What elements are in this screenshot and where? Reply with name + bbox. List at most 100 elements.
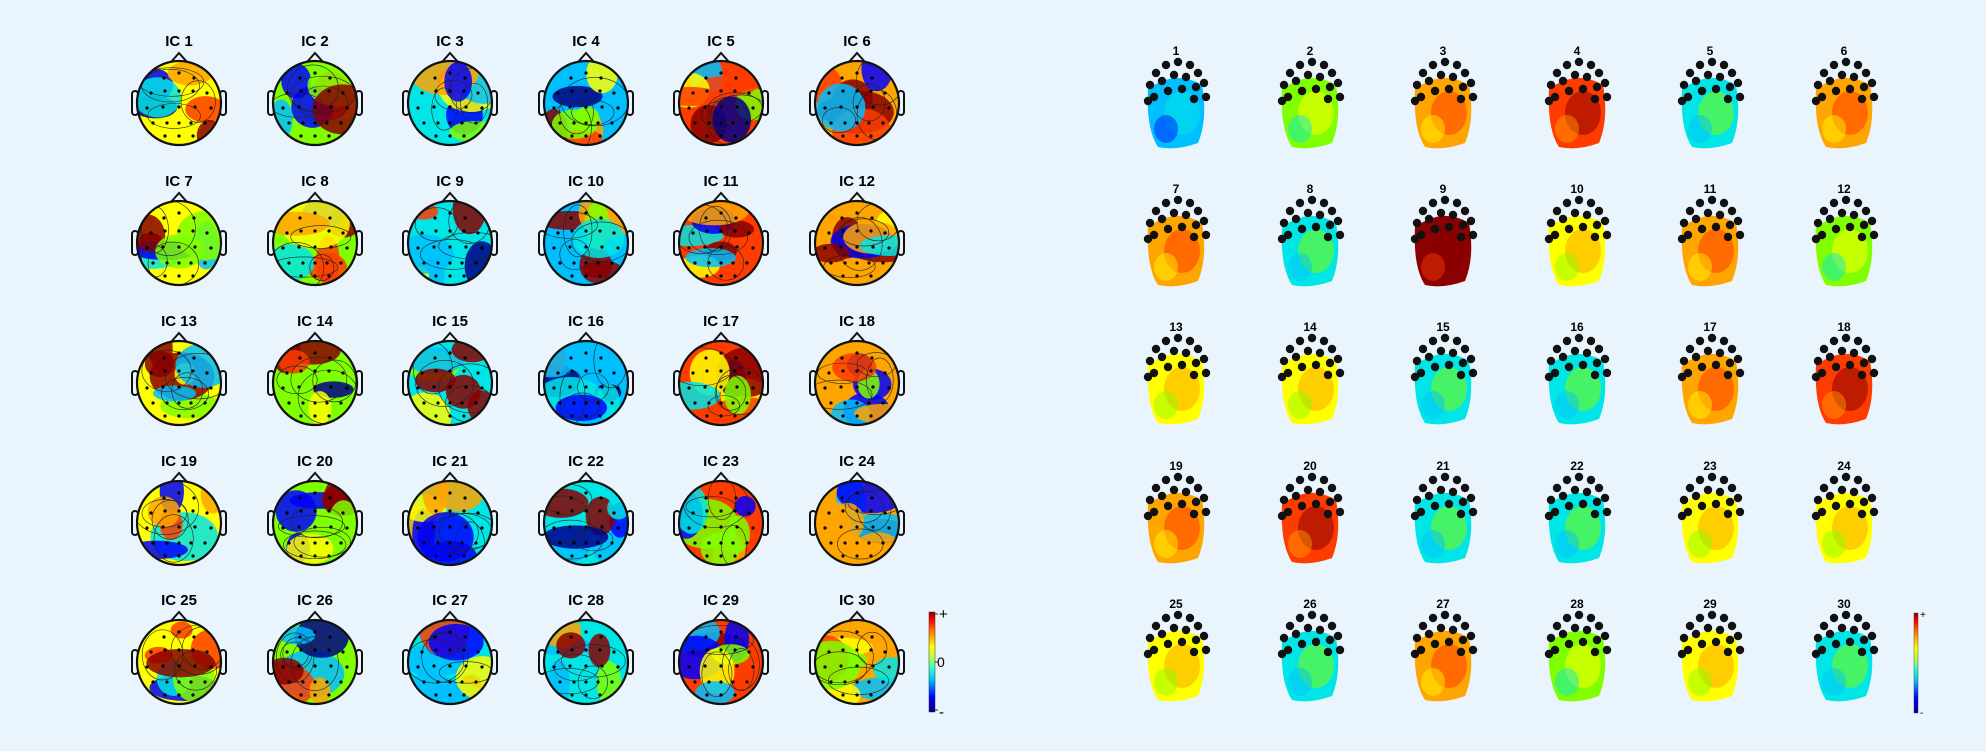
electrode-dot: [1428, 60, 1438, 70]
electrode-dot: [434, 274, 438, 278]
electrode-dot: [1558, 491, 1568, 501]
electrode-dot: [735, 664, 739, 668]
electrode-dot: [474, 541, 478, 545]
contour-line: [273, 242, 325, 285]
electrode-dot: [145, 386, 149, 390]
electrode-dot: [313, 680, 317, 684]
electrode-dot: [433, 356, 437, 360]
electrode-dot: [731, 680, 735, 684]
electrode-dot: [162, 635, 166, 639]
electrode-dot: [189, 541, 193, 545]
electrode-dot: [1201, 368, 1211, 378]
head-shading: [1421, 253, 1445, 281]
electrode-dot: [1335, 230, 1345, 240]
nose-outline: [577, 471, 595, 483]
electrode-dot: [1181, 72, 1191, 82]
electrode-dot: [1295, 198, 1305, 208]
electrode-dot: [584, 105, 588, 109]
electrode-dot: [719, 525, 723, 529]
electrode-dot: [480, 665, 484, 669]
electrode-dot: [1181, 487, 1191, 497]
electrode-dot: [570, 369, 574, 373]
contour-line: [171, 372, 204, 409]
electrode-dot: [1466, 493, 1476, 503]
electrode-dot: [572, 401, 576, 405]
contour-line: [716, 367, 763, 415]
electrode-dot: [191, 414, 195, 418]
electrode-dot: [1410, 372, 1420, 382]
electrode-dot: [1295, 336, 1305, 346]
electrode-dot: [145, 526, 149, 530]
contour-line: [415, 360, 474, 407]
electrode-dot: [1831, 86, 1841, 96]
electrode-dot: [1295, 60, 1305, 70]
electrode-dot: [474, 261, 478, 265]
head-shading: [1298, 229, 1334, 273]
contour-line: [147, 241, 200, 285]
electrode-dot: [165, 121, 169, 125]
head-shading: [1154, 668, 1178, 696]
electrode-dot: [869, 648, 873, 652]
electrode-dot: [707, 401, 711, 405]
head-model-label: 10: [1570, 182, 1584, 196]
electrode-dot: [1586, 613, 1596, 623]
electrode-dot: [843, 680, 847, 684]
electrode-dot: [476, 91, 480, 95]
electrode-dot: [735, 525, 739, 529]
electrode-dot: [735, 105, 739, 109]
electrode-dot: [1582, 72, 1592, 82]
topomap: IC 9: [402, 173, 498, 287]
electrode-dot: [476, 511, 480, 515]
electrode-dot: [734, 635, 738, 639]
electrode-dot: [570, 693, 574, 697]
electrode-dot: [1849, 210, 1859, 220]
topomap-label: IC 3: [436, 33, 464, 50]
nose-outline: [848, 471, 866, 483]
topomap: IC 8: [267, 173, 363, 287]
electrode-dot: [598, 554, 602, 558]
electrode-dot: [1440, 610, 1450, 620]
topomap-blob: [146, 648, 215, 678]
head-shading: [1164, 91, 1200, 135]
electrode-dot: [1586, 60, 1596, 70]
electrode-dot: [1691, 214, 1701, 224]
electrode-dot: [1185, 613, 1195, 623]
electrode-dot: [1711, 637, 1721, 647]
electrode-dot: [436, 121, 440, 125]
electrode-dot: [1277, 511, 1287, 521]
electrode-dot: [1725, 635, 1735, 645]
electrode-dot: [596, 121, 600, 125]
electrode-dot: [149, 511, 153, 515]
electrode-dot: [327, 274, 331, 278]
electrode-dot: [1323, 232, 1333, 242]
head-outline: [271, 339, 359, 427]
electrode-dot: [600, 385, 604, 389]
electrode-dot: [1199, 78, 1209, 88]
electrode-dot: [1867, 216, 1877, 226]
electrode-dot: [584, 351, 588, 355]
electrode-dot: [297, 385, 301, 389]
electrode-dot: [871, 245, 875, 249]
electrode-dot: [584, 491, 588, 495]
electrode-dot: [1325, 497, 1335, 507]
electrode-dot: [191, 693, 195, 697]
electrode-dot: [329, 385, 333, 389]
electrode-dot: [1303, 485, 1313, 495]
electrode-dot: [598, 274, 602, 278]
electrode-dot: [1564, 224, 1574, 234]
head-shading: [1431, 367, 1467, 411]
electrode-dot: [193, 664, 197, 668]
electrode-dot: [339, 121, 343, 125]
topomap: IC 21: [402, 453, 498, 567]
electrode-dot: [203, 261, 207, 265]
topomap-label: IC 8: [301, 173, 329, 190]
electrode-dot: [704, 76, 708, 80]
electrode-dot: [145, 106, 149, 110]
head-shading: [1164, 367, 1200, 411]
electrode-dot: [163, 134, 167, 138]
contour-line: [710, 94, 763, 139]
electrode-dot: [177, 525, 181, 529]
head-model-label: 23: [1703, 459, 1717, 473]
electrode-dot: [1335, 92, 1345, 102]
electrode-dot: [612, 231, 616, 235]
